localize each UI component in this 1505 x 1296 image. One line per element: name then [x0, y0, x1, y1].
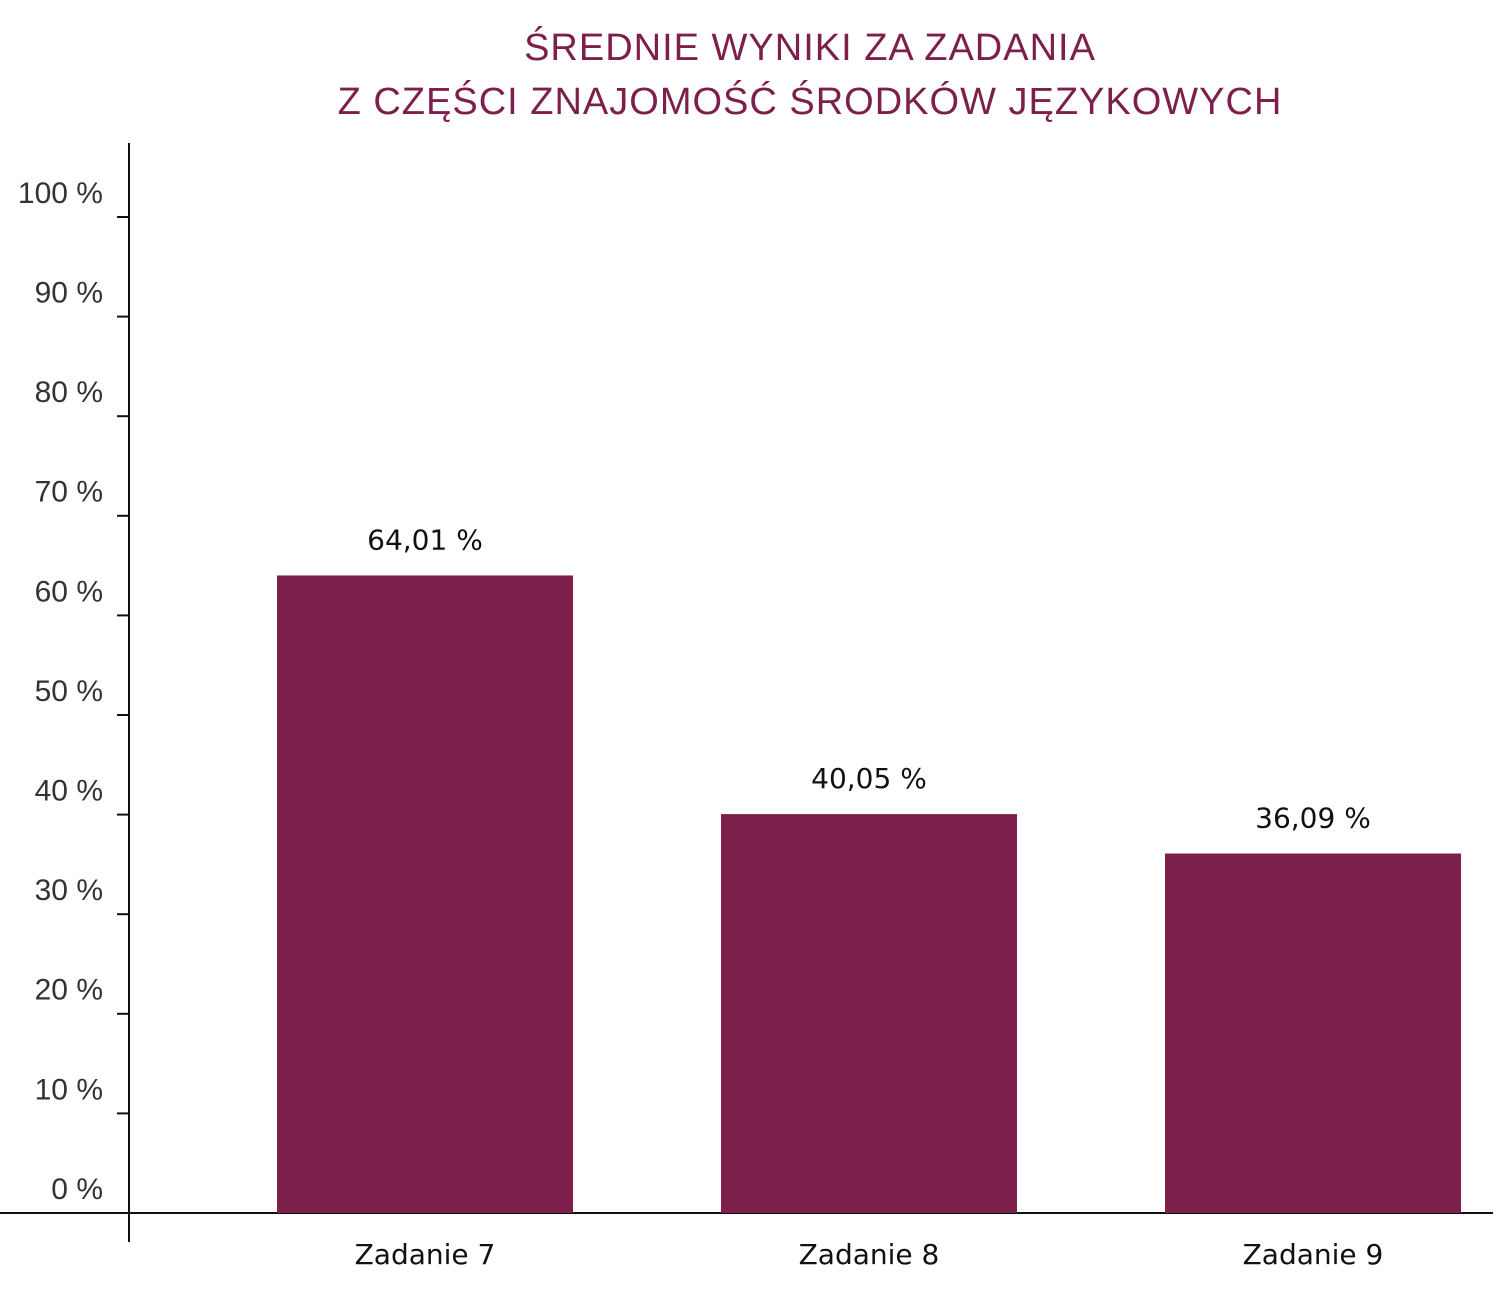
y-tick-label: 20 % [35, 974, 103, 1007]
bar [277, 575, 573, 1213]
y-tick-label: 60 % [35, 575, 103, 608]
y-tick-label: 80 % [35, 376, 103, 409]
y-tick-label: 100 % [18, 177, 103, 210]
value-label: 64,01 % [367, 523, 483, 556]
value-label: 36,09 % [1255, 802, 1371, 835]
y-tick-label: 40 % [35, 775, 103, 808]
y-tick-label: 30 % [35, 874, 103, 907]
chart-title: ŚREDNIE WYNIKI ZA ZADANIA [524, 24, 1096, 69]
x-tick-label: Zadanie 9 [1243, 1238, 1384, 1271]
x-tick-label: Zadanie 7 [355, 1238, 496, 1271]
y-tick-label: 10 % [35, 1073, 103, 1106]
y-tick-label: 90 % [35, 277, 103, 310]
y-tick-label: 70 % [35, 476, 103, 509]
y-tick-label: 50 % [35, 675, 103, 708]
x-tick-label: Zadanie 8 [799, 1238, 940, 1271]
bar [1165, 853, 1461, 1213]
chart-title: Z CZĘŚCI ZNAJOMOŚĆ ŚRODKÓW JĘZYKOWYCH [338, 78, 1283, 123]
bar [721, 814, 1017, 1213]
value-label: 40,05 % [811, 762, 927, 795]
y-tick-label: 0 % [51, 1173, 103, 1206]
